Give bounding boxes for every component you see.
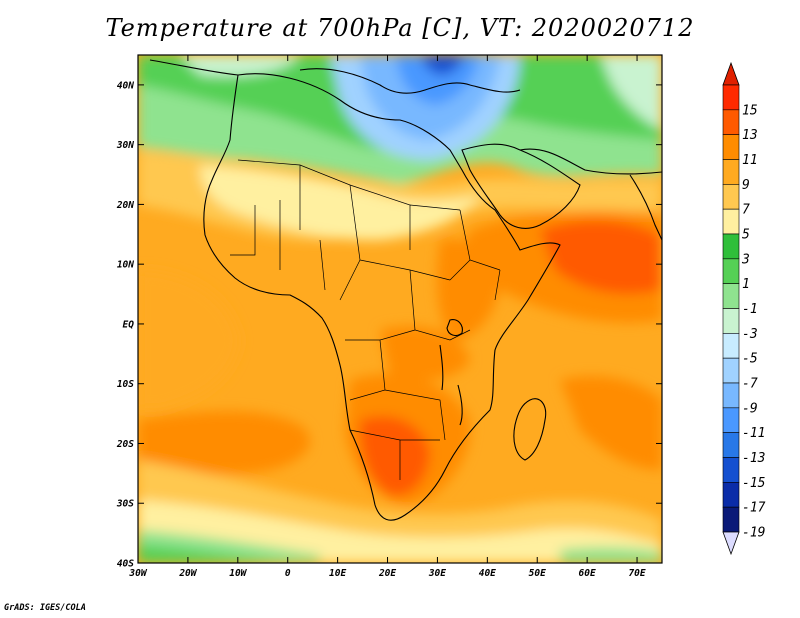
lat-tick-label: 40S: [117, 559, 134, 570]
lon-tick-label: 30W: [128, 568, 147, 579]
lon-tick-label: 20E: [378, 568, 396, 579]
colorbar-label: -19: [742, 526, 765, 541]
colorbar-label: -11: [742, 426, 765, 441]
colorbar-swatch: [722, 482, 740, 508]
colorbar-label: 9: [742, 178, 750, 193]
colorbar-legend: 15 13 11 9 7 5 3 1 -1 -3 -5 -7 -9 -11 -13 -15 -17 -19: [722, 61, 766, 556]
colorbar-label: -7: [742, 377, 758, 392]
longitude-axis: 30W 20W 10W 0 10E 20E 30E 40E 50E 60E 70E: [128, 55, 646, 579]
lat-tick-label: 10N: [117, 260, 134, 271]
colorbar-label: -9: [742, 401, 758, 416]
coastlines: [149, 59, 662, 521]
lat-tick-label: 40N: [117, 80, 134, 91]
lake-victoria: [446, 319, 463, 337]
colorbar-label: 1: [742, 277, 750, 292]
colorbar-swatch: [722, 134, 740, 160]
colorbar-label: -17: [742, 501, 766, 516]
colorbar-swatch: [722, 432, 740, 458]
lon-tick-label: 10W: [229, 568, 247, 579]
colorbar-swatch: [722, 258, 740, 284]
lat-tick-label: EQ: [123, 319, 135, 330]
colorbar-swatch: [722, 506, 740, 533]
lon-tick-label: 0: [285, 568, 291, 579]
colorbar-swatch: [722, 283, 740, 309]
india-coastline: [629, 174, 662, 241]
colorbar-swatch: [722, 84, 740, 111]
lat-tick-label: 30S: [116, 499, 134, 510]
gulf-coastline: [519, 148, 662, 175]
colorbar-label: -5: [742, 352, 758, 367]
colorbar-swatch: [722, 308, 740, 334]
lon-tick-label: 10E: [329, 568, 346, 579]
madagascar-coastline: [513, 398, 547, 461]
colorbar-label: 11: [742, 153, 758, 168]
colorbar-swatch: [722, 457, 740, 483]
lon-tick-label: 40E: [479, 568, 496, 579]
page-title: Temperature at 700hPa [C], VT: 202002071…: [105, 14, 695, 42]
colorbar-bottom-arrow: [722, 531, 740, 556]
colorbar-label: -15: [742, 476, 766, 491]
colorbar-swatch: [722, 184, 740, 210]
colorbar-label: 5: [742, 228, 750, 243]
colorbar-label: -3: [742, 327, 758, 342]
lon-tick-label: 50E: [529, 568, 546, 579]
lon-tick-label: 70E: [628, 568, 645, 579]
country-borders: [230, 159, 501, 480]
colorbar-top-arrow: [722, 61, 740, 86]
colorbar-label: -1: [742, 302, 758, 317]
lat-tick-label: 20N: [116, 200, 134, 211]
africa-coastline: [203, 73, 561, 521]
lon-tick-label: 20W: [178, 568, 197, 579]
colorbar-swatch: [722, 382, 740, 409]
lake-malawi: [457, 384, 463, 426]
lon-tick-label: 30E: [428, 568, 446, 579]
colorbar-swatch: [722, 233, 740, 260]
lat-tick-label: 20S: [116, 439, 134, 450]
lat-tick-label: 30N: [116, 140, 134, 151]
colorbar-swatch: [722, 357, 740, 384]
latitude-axis: 40N 30N 20N 10N EQ 10S 20S 30S 40S: [116, 80, 662, 570]
colorbar-label: 13: [742, 128, 758, 143]
colorbar-swatch: [722, 333, 740, 359]
arabia-coastline: [461, 143, 581, 229]
lat-tick-label: 10S: [117, 379, 134, 390]
colorbar-label: 15: [742, 103, 758, 118]
colorbar-swatch: [722, 407, 740, 433]
colorbar-swatch: [722, 208, 740, 235]
mediterranean-coastline: [149, 59, 521, 94]
colorbar-swatch: [722, 109, 740, 135]
map-frame: [137, 54, 663, 564]
lon-tick-label: 60E: [579, 568, 596, 579]
colorbar-label: 3: [741, 252, 750, 267]
colorbar-swatch: [722, 159, 740, 185]
grads-credit: GrADS: IGES/COLA: [4, 603, 86, 613]
lake-tanganyika: [439, 344, 444, 391]
colorbar-label: 7: [742, 203, 750, 218]
colorbar-label: -13: [742, 451, 765, 466]
temperature-field: [138, 55, 662, 563]
